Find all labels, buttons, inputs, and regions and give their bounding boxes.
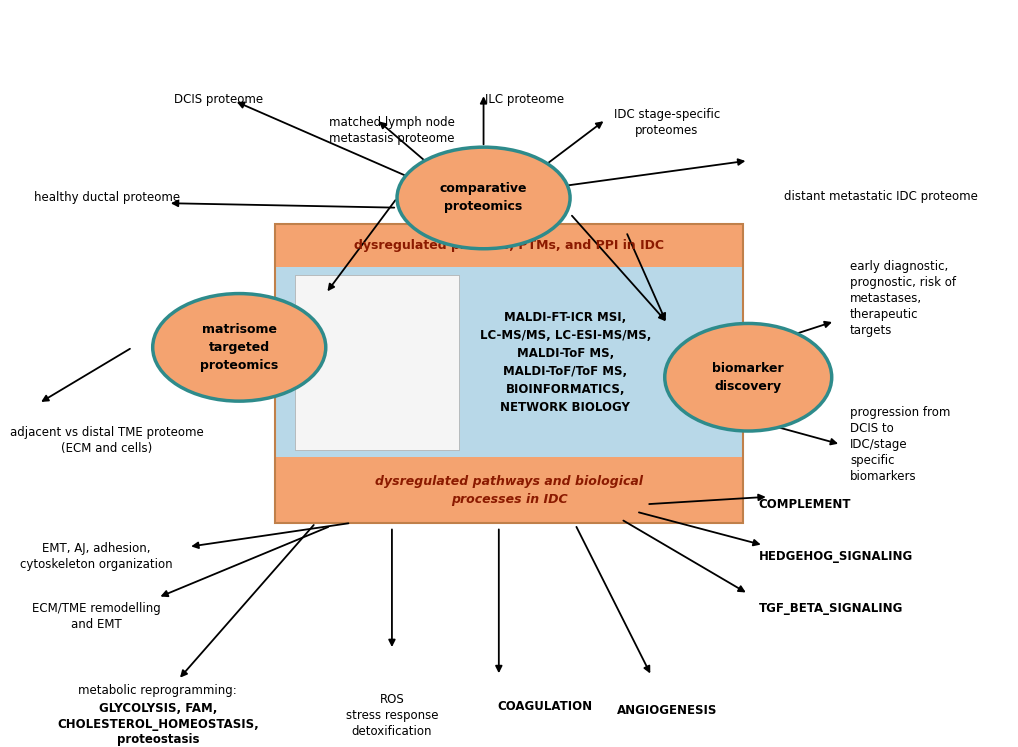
Text: DCIS proteome: DCIS proteome [174,93,264,106]
Text: early diagnostic,
prognostic, risk of
metastases,
therapeutic
targets: early diagnostic, prognostic, risk of me… [850,260,956,338]
Text: IDC stage-specific
proteomes: IDC stage-specific proteomes [614,108,720,137]
Text: progression from
DCIS to
IDC/stage
specific
biomarkers: progression from DCIS to IDC/stage speci… [850,406,951,483]
Text: proteostasis: proteostasis [116,733,200,746]
Text: biomarker
discovery: biomarker discovery [713,362,784,393]
Text: COAGULATION: COAGULATION [497,700,592,713]
Text: distant metastatic IDC proteome: distant metastatic IDC proteome [784,190,977,203]
Text: dysregulated proteins, PTMs, and PPI in IDC: dysregulated proteins, PTMs, and PPI in … [354,239,664,252]
Text: MALDI-FT-ICR MSI,
LC-MS/MS, LC-ESI-MS/MS,
MALDI-ToF MS,
MALDI-ToF/ToF MS,
BIOINF: MALDI-FT-ICR MSI, LC-MS/MS, LC-ESI-MS/MS… [479,311,651,414]
Text: ECM/TME remodelling
and EMT: ECM/TME remodelling and EMT [33,602,161,630]
Ellipse shape [153,294,326,401]
Text: adjacent vs distal TME proteome
(ECM and cells): adjacent vs distal TME proteome (ECM and… [10,427,204,455]
Text: matched lymph node
metastasis proteome: matched lymph node metastasis proteome [329,116,455,145]
Text: COMPLEMENT: COMPLEMENT [758,498,851,511]
Text: ROS
stress response
detoxification: ROS stress response detoxification [346,693,438,738]
Text: TGF_BETA_SIGNALING: TGF_BETA_SIGNALING [758,602,903,616]
FancyBboxPatch shape [275,224,743,267]
Text: CHOLESTEROL_HOMEOSTASIS,: CHOLESTEROL_HOMEOSTASIS, [57,718,259,731]
Text: dysregulated pathways and biological
processes in IDC: dysregulated pathways and biological pro… [375,474,643,506]
FancyBboxPatch shape [275,267,743,457]
Text: metabolic reprogramming:: metabolic reprogramming: [78,684,237,698]
Text: EMT, AJ, adhesion,
cytoskeleton organization: EMT, AJ, adhesion, cytoskeleton organiza… [20,542,173,571]
Ellipse shape [397,147,570,249]
FancyBboxPatch shape [275,457,743,523]
Text: ILC proteome: ILC proteome [485,93,564,106]
Ellipse shape [665,323,832,431]
Text: healthy ductal proteome: healthy ductal proteome [34,191,180,205]
Text: HEDGEHOG_SIGNALING: HEDGEHOG_SIGNALING [758,550,913,563]
FancyBboxPatch shape [295,275,459,450]
Text: ANGIOGENESIS: ANGIOGENESIS [617,704,717,716]
Text: comparative
proteomics: comparative proteomics [440,182,527,214]
Text: matrisome
targeted
proteomics: matrisome targeted proteomics [201,323,278,372]
Text: GLYCOLYSIS, FAM,: GLYCOLYSIS, FAM, [99,701,217,715]
